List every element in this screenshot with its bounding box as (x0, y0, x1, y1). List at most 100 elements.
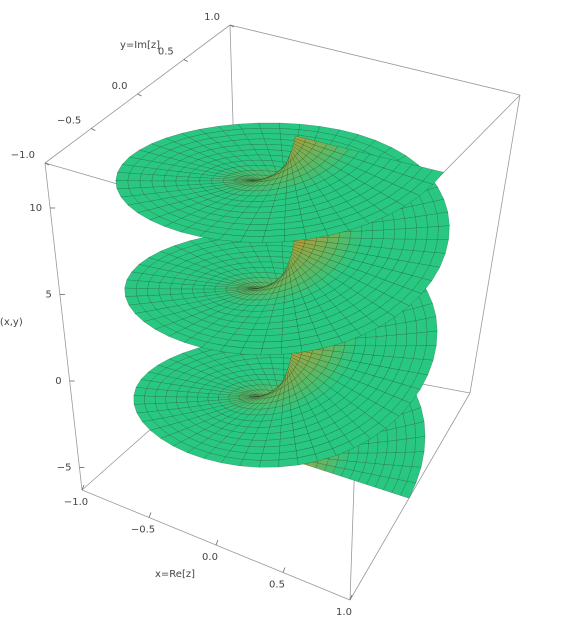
surface-patch (270, 357, 284, 364)
tick-mark (44, 162, 50, 166)
surface-patch (266, 245, 283, 252)
surface-patch (175, 176, 189, 182)
surface-patch (382, 219, 395, 231)
surface-patch (414, 436, 426, 453)
surface-patch (203, 285, 216, 290)
surface-patch (246, 335, 266, 343)
surface-patch (437, 225, 450, 240)
surface-patch (365, 336, 377, 346)
surface-patch (147, 288, 160, 296)
surface-patch (367, 442, 379, 454)
surface-patch (133, 387, 147, 397)
axes: −1.0 −0.5 0.0 0.5 1.0 −1.0 −0.5 0.0 0.5 1.0 −5 0 5 10 (11, 12, 353, 618)
surface-patch (372, 229, 384, 239)
surface-patch (115, 172, 130, 181)
surface-patch (426, 213, 439, 228)
surface-patch (192, 284, 205, 290)
x-tick-label: 1.0 (336, 607, 352, 618)
surface-patch (211, 178, 225, 182)
surface-patch (135, 280, 150, 289)
surface-patch (127, 180, 142, 189)
surface-patch (248, 440, 267, 448)
surface-patch (181, 288, 194, 295)
surface-patch (263, 334, 283, 343)
surface-patch (263, 138, 282, 146)
y-axis-label: y=Im[z] (120, 40, 160, 51)
surface-patch (260, 128, 281, 135)
surface-patch (271, 363, 284, 370)
surface-patch (262, 445, 280, 454)
z-axis-label: v(x,y) (0, 317, 23, 328)
surface-patch (396, 425, 407, 441)
surface-patch (151, 174, 166, 182)
surface-patch (353, 345, 366, 355)
surface-patch (165, 390, 179, 398)
tick-mark (183, 59, 188, 62)
surface-patch (249, 329, 268, 336)
surface-patch (242, 452, 263, 461)
surface-patch (375, 335, 387, 346)
surface-patch (405, 320, 418, 335)
surface-patch (426, 226, 439, 240)
surface-patch (264, 439, 281, 448)
surface-patch (395, 333, 408, 346)
surface-patch (385, 334, 397, 346)
surface-patch (348, 237, 362, 246)
surface-patch (158, 282, 172, 290)
surface-patch (124, 287, 137, 297)
surface-patch (115, 180, 130, 189)
surface-patch (169, 283, 183, 290)
surface-patch (405, 423, 416, 440)
box-edge (469, 94, 521, 394)
surface-patch (186, 396, 198, 403)
surface-patch (333, 345, 345, 353)
surface-patch (404, 227, 417, 240)
surface-patch (241, 128, 263, 135)
surface-patch (139, 173, 154, 182)
tick-mark (81, 484, 85, 491)
surface-patch (404, 216, 417, 229)
tick-mark (215, 539, 219, 546)
surface-patch (395, 438, 407, 453)
surface-patch (326, 237, 340, 244)
surface-patch (265, 328, 283, 336)
surface-patch (268, 250, 283, 258)
surface-patch (359, 238, 373, 247)
surface-patch (265, 432, 281, 441)
surface-patch (246, 224, 268, 231)
surface-patch (377, 441, 388, 454)
surface-patch (124, 279, 139, 289)
z-tick-label: −5 (57, 463, 72, 474)
surface-patch (337, 237, 351, 245)
z-tick-label: 5 (46, 289, 52, 300)
surface-patch (144, 395, 156, 405)
surface-patch (144, 388, 158, 397)
surface-patch (258, 459, 280, 468)
tick-mark (137, 93, 142, 97)
surface-patch (393, 218, 406, 230)
surface-patch (133, 395, 145, 405)
surface-patch (260, 347, 282, 356)
surface-patch (394, 228, 406, 240)
surface-patch (238, 122, 261, 130)
surface-patch (258, 122, 280, 129)
x-tick-label: −1.0 (64, 497, 88, 508)
tick-mark (91, 128, 96, 131)
surface-patch (135, 288, 149, 297)
surface-patch (354, 337, 367, 346)
surface-patch (262, 341, 282, 349)
surface-patch (240, 235, 264, 243)
y-tick-label: 0.5 (158, 47, 174, 58)
surface-patch (181, 284, 194, 290)
surface-patch (147, 281, 161, 289)
surface-patch (416, 331, 428, 346)
surface-patch (249, 218, 270, 225)
surface-patch (386, 439, 398, 453)
surface-patch (260, 452, 280, 461)
surface-patch (176, 396, 188, 403)
surface-patch (269, 256, 284, 263)
surface-patch (169, 288, 183, 295)
surface-patch (243, 230, 266, 237)
surface-patch (422, 169, 444, 185)
